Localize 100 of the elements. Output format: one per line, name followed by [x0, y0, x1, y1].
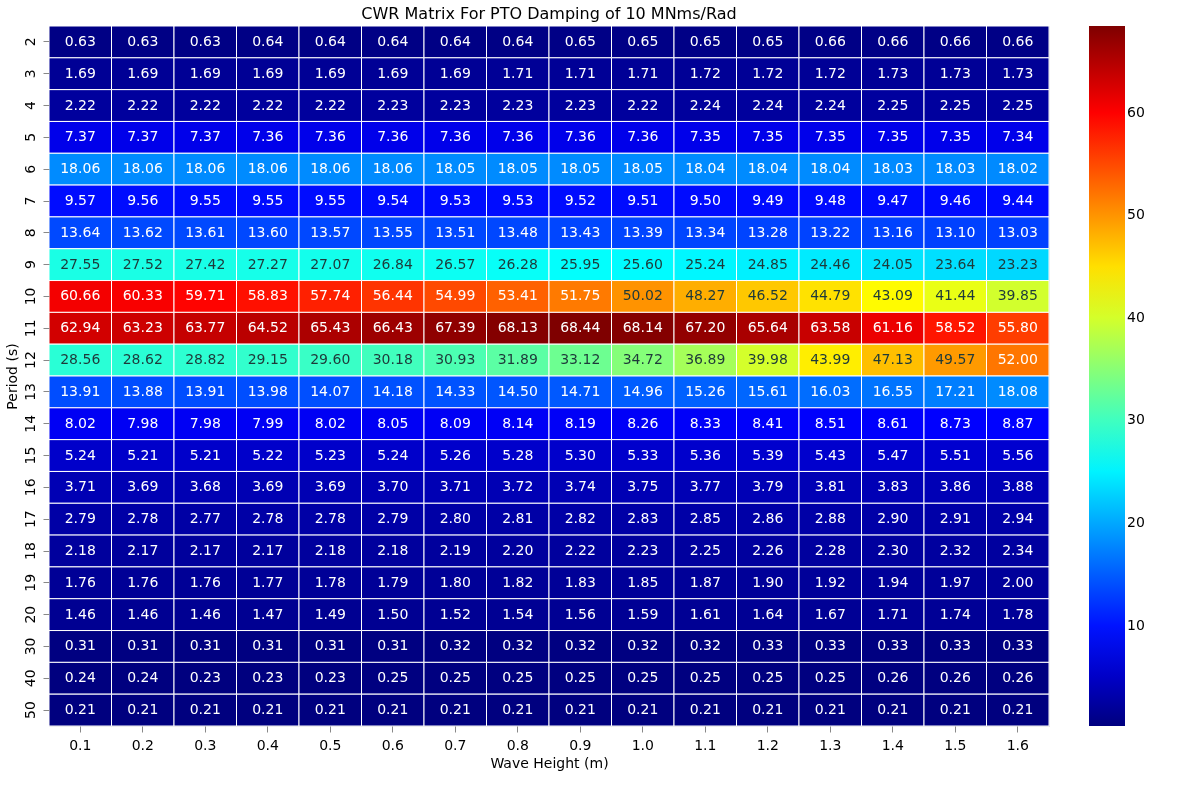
- data-label: 5.43: [814, 446, 846, 463]
- data-label: 9.48: [814, 192, 846, 208]
- data-label: 65.43: [310, 319, 351, 336]
- data-label: 0.31: [252, 637, 284, 654]
- data-label: 13.64: [60, 223, 101, 240]
- data-label: 18.03: [872, 160, 913, 177]
- data-label: 0.33: [814, 637, 846, 654]
- data-label: 2.22: [252, 96, 284, 113]
- data-label: 1.46: [189, 605, 221, 622]
- data-label: 5.33: [627, 446, 659, 463]
- data-label: 9.50: [689, 192, 721, 208]
- chart-title: CWR Matrix For PTO Damping of 10 MNms/Rad: [361, 3, 737, 23]
- data-label: 0.21: [64, 701, 96, 718]
- data-label: 34.72: [622, 351, 663, 368]
- data-label: 5.39: [752, 446, 784, 463]
- data-label: 54.99: [435, 287, 476, 304]
- data-label: 14.33: [435, 382, 476, 399]
- y-tick-label: 5: [21, 132, 38, 142]
- data-label: 0.64: [252, 32, 284, 49]
- data-label: 2.24: [752, 96, 784, 113]
- data-label: 13.48: [497, 223, 538, 240]
- data-label: 24.46: [810, 255, 851, 272]
- x-tick-label: 0.1: [69, 736, 92, 753]
- y-tick-label: 13: [21, 383, 38, 401]
- data-label: 7.36: [252, 128, 284, 145]
- data-label: 1.72: [814, 64, 846, 81]
- data-label: 2.20: [502, 542, 534, 558]
- data-label: 8.05: [377, 414, 409, 431]
- data-label: 25.60: [622, 255, 663, 272]
- data-label: 1.69: [314, 64, 346, 81]
- data-label: 13.22: [810, 223, 851, 240]
- data-label: 1.52: [439, 605, 471, 622]
- y-tick-label: 8: [21, 228, 38, 238]
- data-label: 44.79: [810, 287, 851, 304]
- data-label: 25.95: [560, 255, 601, 272]
- data-label: 5.30: [564, 446, 596, 463]
- x-tick-label: 0.3: [194, 736, 217, 753]
- data-label: 13.91: [185, 382, 226, 399]
- data-label: 1.92: [814, 573, 846, 590]
- y-tick-label: 6: [21, 164, 38, 174]
- data-label: 2.78: [314, 510, 346, 527]
- data-label: 18.03: [935, 160, 976, 177]
- data-label: 8.33: [689, 414, 721, 431]
- data-label: 3.83: [877, 478, 909, 495]
- data-label: 9.53: [502, 192, 534, 208]
- data-label: 27.52: [122, 255, 163, 272]
- data-label: 67.39: [435, 319, 476, 336]
- data-label: 7.35: [877, 128, 909, 145]
- data-label: 18.06: [60, 160, 101, 177]
- data-label: 1.59: [627, 605, 659, 622]
- data-label: 13.98: [247, 382, 288, 399]
- x-tick-label: 0.6: [381, 736, 404, 753]
- data-label: 7.34: [1002, 128, 1034, 145]
- data-label: 8.26: [627, 414, 659, 431]
- data-label: 13.55: [372, 223, 413, 240]
- data-label: 66.43: [372, 319, 413, 336]
- data-label: 0.21: [252, 701, 284, 718]
- data-label: 1.74: [939, 605, 971, 622]
- data-label: 27.42: [185, 255, 226, 272]
- data-label: 8.61: [877, 414, 909, 431]
- data-label: 1.46: [127, 605, 159, 622]
- color-bar-label: 60: [1127, 103, 1145, 120]
- data-label: 0.26: [1002, 669, 1034, 686]
- data-label: 3.79: [752, 478, 784, 495]
- data-label: 2.22: [564, 542, 596, 558]
- data-label: 2.85: [689, 510, 721, 527]
- data-label: 65.64: [747, 319, 788, 336]
- data-label: 23.64: [935, 255, 976, 272]
- data-label: 1.80: [439, 573, 471, 590]
- data-label: 1.78: [314, 573, 346, 590]
- data-label: 1.73: [877, 64, 909, 81]
- data-label: 1.71: [564, 64, 596, 81]
- data-label: 13.10: [935, 223, 976, 240]
- data-label: 1.71: [627, 64, 659, 81]
- data-label: 5.23: [314, 446, 346, 463]
- x-tick-label: 1.1: [694, 736, 717, 753]
- data-label: 2.28: [814, 542, 846, 558]
- data-label: 3.88: [1002, 478, 1034, 495]
- data-label: 18.05: [622, 160, 663, 177]
- data-label: 1.69: [439, 64, 471, 81]
- data-label: 0.21: [814, 701, 846, 718]
- data-label: 2.25: [1002, 96, 1034, 113]
- data-label: 5.36: [689, 446, 721, 463]
- data-label: 7.35: [939, 128, 971, 145]
- data-label: 2.22: [314, 96, 346, 113]
- data-label: 5.47: [877, 446, 909, 463]
- data-label: 60.33: [122, 287, 163, 304]
- y-tick-label: 19: [21, 573, 38, 592]
- data-label: 1.69: [127, 64, 159, 81]
- data-label: 8.02: [314, 414, 346, 431]
- data-label: 5.28: [502, 446, 534, 463]
- data-label: 1.61: [689, 605, 721, 622]
- data-label: 1.73: [939, 64, 971, 81]
- data-label: 2.25: [939, 96, 971, 113]
- data-label: 14.18: [372, 382, 413, 399]
- data-label: 8.09: [439, 414, 471, 431]
- data-label: 5.22: [252, 446, 284, 463]
- data-label: 3.77: [689, 478, 721, 495]
- data-label: 7.36: [439, 128, 471, 145]
- data-label: 28.62: [122, 351, 163, 368]
